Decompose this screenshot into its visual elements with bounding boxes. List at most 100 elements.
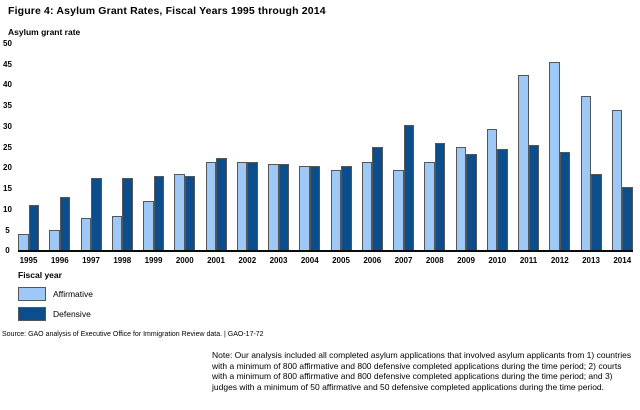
bar-defensive-2006 [372, 147, 383, 251]
bar-affirmative-2013 [580, 95, 591, 251]
legend-item-defensive: Defensive [18, 307, 93, 321]
bar-group-2013: 2013 [580, 44, 602, 265]
bar-affirmative-2014 [611, 110, 623, 251]
bar-group-1999: 1999 [143, 44, 164, 265]
bar-affirmative-2012 [549, 62, 560, 251]
plot-area: 1995 1996 1997 1998 1999 2000 2001 2002 2003 2004… [18, 44, 633, 265]
bar-group-2003: 2003 [268, 44, 289, 265]
bar-affirmative-1999 [143, 201, 154, 251]
bar-affirmative-1997 [80, 217, 91, 251]
y-axis-tick-labels: 0 5 10 15 20 25 30 35 40 45 50 [0, 0, 15, 260]
bar-group-2000: 2000 [174, 44, 196, 265]
bar-group-2004: 2004 [299, 44, 321, 265]
y-tick-30: 30 [3, 121, 12, 131]
bar-group-2010: 2010 [486, 44, 508, 265]
bar-affirmative-2002 [236, 161, 248, 251]
y-tick-20: 20 [3, 163, 12, 173]
source-line: Source: GAO analysis of Executive Office… [2, 331, 264, 338]
bar-affirmative-2006 [361, 161, 373, 251]
x-tick-2004: 2004 [300, 256, 319, 265]
x-tick-2011: 2011 [519, 256, 538, 265]
x-tick-2013: 2013 [582, 256, 600, 265]
x-tick-1999: 1999 [144, 256, 163, 265]
bar-group-2012: 2012 [549, 44, 571, 265]
bar-group-1995: 1995 [18, 44, 39, 265]
y-axis-title: Asylum grant rate [8, 27, 81, 37]
x-tick-2002: 2002 [238, 256, 257, 265]
bar-defensive-2002 [247, 161, 258, 251]
bar-group-2006: 2006 [361, 44, 383, 265]
bar-defensive-2013 [591, 174, 602, 251]
bar-defensive-2000 [184, 176, 196, 251]
bar-affirmative-2004 [299, 166, 310, 251]
x-tick-2005: 2005 [332, 256, 350, 265]
bar-defensive-2007 [403, 124, 414, 251]
x-tick-1996: 1996 [50, 256, 69, 265]
bar-affirmative-1998 [111, 215, 123, 251]
bar-defensive-1999 [153, 176, 164, 251]
bar-group-2009: 2009 [455, 44, 477, 265]
bar-defensive-2001 [216, 157, 227, 251]
x-tick-1995: 1995 [19, 256, 38, 265]
bar-defensive-1997 [91, 178, 102, 251]
bar-defensive-1998 [122, 178, 133, 251]
bar-group-2001: 2001 [205, 44, 227, 265]
x-tick-2001: 2001 [207, 256, 225, 265]
bar-defensive-1996 [59, 197, 71, 251]
bar-affirmative-1996 [49, 230, 60, 251]
legend-item-affirmative: Affirmative [18, 287, 93, 301]
x-tick-2012: 2012 [550, 256, 569, 265]
bar-affirmative-2005 [330, 170, 341, 251]
y-tick-5: 5 [5, 225, 10, 235]
x-tick-2000: 2000 [175, 256, 194, 265]
x-tick-1998: 1998 [113, 256, 132, 265]
bar-group-1997: 1997 [80, 44, 102, 265]
legend: Affirmative Defensive [18, 287, 93, 327]
x-tick-2009: 2009 [457, 256, 475, 265]
bar-affirmative-2001 [205, 161, 216, 251]
bar-group-2011: 2011 [518, 44, 539, 265]
bar-defensive-2003 [278, 163, 289, 251]
bar-defensive-2011 [528, 145, 539, 251]
x-tick-2008: 2008 [425, 256, 444, 265]
y-tick-15: 15 [3, 184, 12, 193]
x-tick-2010: 2010 [488, 256, 507, 265]
bar-defensive-2008 [434, 143, 446, 251]
y-tick-50: 50 [3, 38, 12, 48]
bar-defensive-2010 [497, 149, 508, 251]
bar-group-2007: 2007 [393, 44, 414, 265]
affirmative-swatch-icon [18, 287, 46, 301]
bar-affirmative-1995 [18, 234, 29, 251]
y-tick-25: 25 [3, 142, 12, 152]
x-tick-2007: 2007 [394, 256, 413, 265]
x-axis-line [18, 250, 633, 252]
bar-affirmative-2010 [486, 128, 498, 251]
figure-title: Figure 4: Asylum Grant Rates, Fiscal Yea… [8, 5, 326, 17]
bar-defensive-2014 [622, 186, 633, 251]
y-tick-0: 0 [5, 246, 10, 256]
bar-affirmative-2008 [424, 161, 435, 251]
bar-group-2002: 2002 [236, 44, 258, 265]
bar-group-1998: 1998 [111, 44, 133, 265]
bar-defensive-2005 [341, 166, 352, 251]
x-tick-2014: 2014 [613, 256, 632, 265]
bar-affirmative-2000 [174, 174, 185, 251]
y-tick-35: 35 [3, 101, 12, 111]
figure-note: Note: Our analysis included all complete… [212, 350, 632, 393]
bar-group-2005: 2005 [330, 44, 352, 265]
legend-label-defensive: Defensive [53, 309, 91, 319]
bar-defensive-2009 [466, 153, 477, 251]
bar-group-2008: 2008 [424, 44, 446, 265]
x-tick-2003: 2003 [269, 256, 288, 265]
bar-group-2014: 2014 [611, 44, 633, 265]
bar-defensive-2004 [309, 166, 321, 251]
bar-affirmative-2007 [393, 170, 404, 251]
bar-affirmative-2011 [518, 74, 529, 251]
y-tick-40: 40 [3, 80, 12, 90]
bar-affirmative-2003 [268, 163, 279, 251]
bar-group-1996: 1996 [49, 44, 71, 265]
x-tick-2006: 2006 [363, 256, 382, 265]
x-axis-title: Fiscal year [18, 270, 62, 280]
y-tick-45: 45 [3, 59, 12, 69]
bar-defensive-1995 [28, 205, 39, 251]
